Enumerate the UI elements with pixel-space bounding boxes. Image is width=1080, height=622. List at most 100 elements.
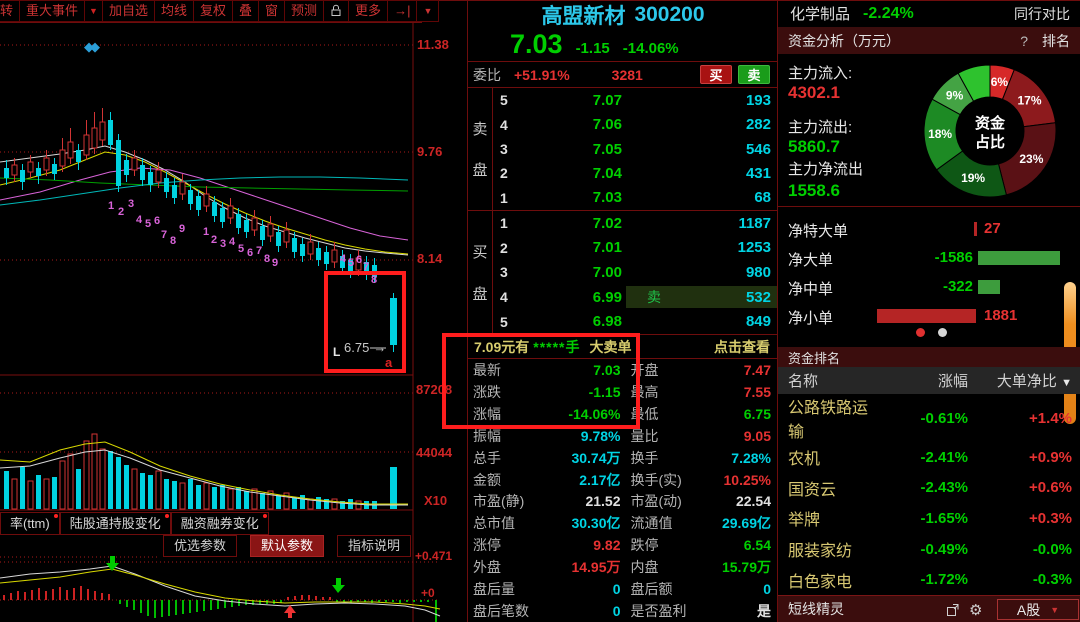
col-ratio-sort[interactable]: 大单净比 ▼ [996, 373, 1072, 390]
bottom-tab-0[interactable]: 率(ttm) [0, 512, 60, 535]
sort-down-icon: ▼ [1061, 377, 1072, 389]
diamond-markers-icon: ◆◆ [84, 39, 100, 54]
sector-change: -2.24% [863, 4, 914, 22]
level-volume: 282 [745, 116, 771, 134]
level-index: 5 [500, 92, 508, 109]
level-price: 6.98 [592, 313, 622, 331]
bottom-tab-1[interactable]: 陆股通持股变化 [59, 512, 171, 535]
col-change[interactable]: 涨幅 [937, 373, 968, 390]
svg-text:7: 7 [363, 261, 369, 273]
bottom-tab-2[interactable]: 融资融券变化 [170, 512, 269, 535]
param-tab-0[interactable]: 优选参数 [163, 535, 238, 557]
caret-down-icon[interactable]: ▼ [85, 0, 103, 22]
rank-row-公路铁路运输[interactable]: 公路铁路运输 -0.61% +1.4% [788, 400, 1072, 441]
ask-level-3[interactable]: 3 7.05 546 [492, 137, 778, 161]
col-name[interactable]: 名称 [788, 373, 819, 390]
stock-name: 高盟新材 [541, 5, 626, 28]
unlock-icon[interactable] [324, 0, 350, 22]
rank-row-国资云[interactable]: 国资云 -2.43% +0.6% [788, 479, 1072, 499]
bid-level-3[interactable]: 3 7.00 980 [492, 260, 778, 285]
indicator-axis-label: +0 [421, 586, 435, 600]
svg-text:17%: 17% [1017, 93, 1041, 107]
rank-row-服装家纺[interactable]: 服装家纺 -0.49% -0.0% [788, 540, 1072, 561]
bid-level-1[interactable]: 1 7.02 1187 [492, 211, 778, 236]
pager-dots[interactable] [916, 328, 947, 337]
param-tab-2[interactable]: 指标说明 [337, 535, 412, 557]
level-price: 7.07 [592, 91, 622, 109]
sector-row: 化学制品 -2.24% 同行对比 [778, 0, 1080, 27]
fund-rank-header: 资金排名 [778, 347, 1080, 367]
flow-value: 4302.1 [788, 83, 840, 102]
rank-table-columns: 名称 涨幅 大单净比 ▼ [778, 367, 1080, 394]
bid-level-2[interactable]: 2 7.01 1253 [492, 236, 778, 261]
svg-text:6%: 6% [991, 75, 1009, 89]
price-row: 7.03 -1.15 -14.06% [468, 29, 778, 61]
flow-label: 主力流入: [788, 65, 853, 82]
weibi-label: 委比 [473, 66, 501, 83]
fund-analysis-header: 资金分析（万元） ? 排名 [778, 27, 1080, 54]
rank-table-rows: 公路铁路运输 -0.61% +1.4% 农机 -2.41% +0.9% 国资云 -2.43% +… [778, 394, 1080, 595]
pager-dot[interactable] [938, 328, 947, 337]
param-tab-1[interactable]: 默认参数 [250, 535, 325, 557]
peer-compare-link[interactable]: 同行对比 [1014, 5, 1070, 22]
toolbar-item-overlay[interactable]: 叠 [233, 0, 260, 22]
ask-level-5[interactable]: 5 7.07 193 [492, 88, 778, 112]
level-volume: 431 [745, 164, 771, 182]
level-price: 7.03 [592, 189, 622, 207]
toolbar-item-major-events[interactable]: 重大事件 [20, 0, 86, 22]
toolbar-item-zhuan[interactable]: 转 [0, 0, 21, 22]
price-change: -1.15 [575, 40, 610, 57]
last-price: 7.03 [510, 29, 563, 59]
bid-level-5[interactable]: 5 6.98 849 [492, 309, 778, 334]
shortline-gear-icon[interactable]: ⚙ [969, 602, 983, 619]
expand-icon[interactable] [946, 603, 960, 617]
rank-link[interactable]: 排名 [1042, 32, 1070, 49]
stat-row: 总市值 30.30亿 流通值 29.69亿 [473, 515, 771, 532]
toolbar-item-add-watchlist[interactable]: 加自选 [102, 0, 155, 22]
bid-level-4[interactable]: 卖 4 6.99 532 [492, 285, 778, 310]
flow-value: 1558.6 [788, 181, 840, 200]
level-index: 2 [500, 239, 508, 256]
ask-level-1[interactable]: 1 7.03 68 [492, 186, 778, 210]
a-marker-label: a [385, 355, 393, 370]
toolbar-item-forecast[interactable]: 预测 [285, 0, 325, 22]
stat-row: 总手 30.74万 换手 7.28% [473, 449, 771, 466]
level-volume: 193 [745, 91, 771, 109]
toolbar-item-ma[interactable]: 均线 [154, 0, 194, 22]
level-volume: 532 [745, 288, 771, 306]
rank-row-举牌[interactable]: 举牌 -1.65% +0.3% [788, 509, 1072, 530]
toolbar-item-window[interactable]: 窗 [259, 0, 286, 22]
level-index: 1 [500, 189, 508, 206]
toolbar-item-jump[interactable]: →| [388, 0, 418, 22]
toolbar-item-more[interactable]: 更多 [349, 0, 389, 22]
help-icon[interactable]: ? [1020, 32, 1028, 49]
svg-text:5: 5 [348, 257, 354, 269]
svg-text:9%: 9% [946, 89, 964, 103]
svg-text:3: 3 [128, 198, 134, 210]
rank-row-白色家电[interactable]: 白色家电 -1.72% -0.3% [788, 571, 1072, 591]
ask-level-4[interactable]: 4 7.06 282 [492, 112, 778, 136]
rank-row-农机[interactable]: 农机 -2.41% +0.9% [788, 448, 1072, 469]
sector-name-link[interactable]: 化学制品 [790, 6, 851, 23]
svg-text:6: 6 [356, 254, 362, 266]
buy-button[interactable]: 买 [700, 65, 732, 84]
annotation-rect-quote [442, 333, 640, 429]
pager-dot-active[interactable] [916, 328, 925, 337]
flow-value: 5860.7 [788, 137, 840, 156]
toolbar-item-dropdown[interactable]: ▼ [417, 0, 440, 22]
level-volume: 849 [745, 313, 771, 331]
buy-side-label: 买盘 [472, 244, 488, 303]
alert-view-link[interactable]: 点击查看 [714, 339, 770, 355]
ask-level-2[interactable]: 2 7.04 431 [492, 161, 778, 185]
toolbar-item-adjust[interactable]: 复权 [193, 0, 233, 22]
level-price: 7.05 [592, 140, 622, 158]
weicha-value: 3281 [611, 66, 643, 83]
svg-text:18%: 18% [928, 127, 952, 141]
market-select[interactable]: A股 ▼ [997, 599, 1079, 620]
kline-chart[interactable]: 1 234 5 67 89 12 3 45 6 78 9 4 5 67 [0, 0, 468, 622]
sell-button[interactable]: 卖 [738, 65, 770, 84]
level-index: 5 [500, 313, 508, 330]
svg-text:7: 7 [256, 245, 262, 257]
svg-text:8: 8 [264, 253, 270, 265]
